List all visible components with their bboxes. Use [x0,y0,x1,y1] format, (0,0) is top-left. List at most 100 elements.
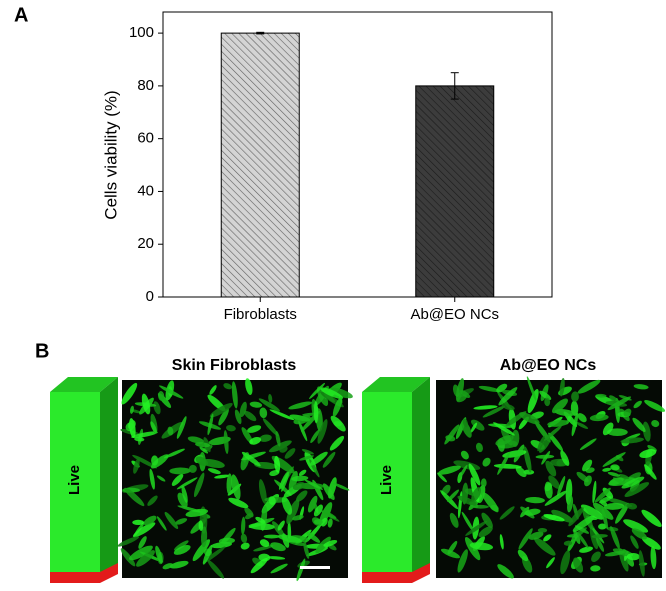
cell [470,422,478,433]
cell [595,393,607,398]
cell [296,558,306,582]
cell [228,497,249,509]
cell [293,415,311,425]
cell [455,378,465,402]
bar-label: Live [66,465,83,495]
cell [241,516,246,535]
cell [468,463,481,486]
cell [328,387,353,399]
cell [644,464,657,480]
cell [255,516,266,524]
cell [209,402,233,418]
cell [254,461,278,470]
cell [498,387,518,406]
cell [248,523,275,531]
cell [552,398,568,414]
cell [592,480,597,504]
cell [277,520,285,531]
cell [292,482,306,491]
cell [281,471,290,492]
cell [594,487,611,503]
bar-side [412,377,430,572]
cell [195,456,208,467]
cell [169,467,191,475]
cell [296,490,308,502]
cell [546,557,555,569]
hatch [221,33,300,297]
cell [132,522,156,538]
cell [234,409,242,425]
cell [576,531,589,549]
bar-top [50,377,118,392]
cell [591,534,608,539]
cell [465,520,488,536]
cell [639,449,657,459]
cell [548,475,560,489]
cell [244,410,257,422]
cell [241,451,261,467]
cell [281,496,293,515]
cell [462,418,468,428]
cell [472,504,489,509]
cell [226,425,236,432]
cell [330,415,346,432]
cell [132,454,158,469]
y-tick-label: 0 [146,288,154,305]
cell [286,499,300,524]
cell [518,528,533,550]
x-tick-label: Fibroblasts [224,306,297,323]
cell [577,413,587,423]
cell [651,420,660,428]
cell [458,464,468,480]
cell [469,542,494,551]
cell [496,383,508,393]
cell [223,430,229,454]
cell [291,475,309,482]
cell [322,483,335,501]
cell [563,540,573,546]
cell [559,378,565,397]
cell [544,490,568,506]
cell [226,473,233,495]
cell [457,549,468,573]
cell [309,451,328,466]
cell [482,492,499,513]
cell [202,546,226,564]
cell [332,482,350,491]
cell [544,481,553,499]
cell [447,489,460,502]
cell [304,479,323,490]
cell [120,548,136,567]
cell [175,518,188,525]
cell [478,385,501,393]
cell [473,405,498,410]
cell [610,464,620,471]
cell [618,473,630,480]
cell [571,412,579,437]
cell [322,451,336,468]
cell [573,530,581,545]
cell [309,382,326,400]
cell [181,485,188,504]
cell [218,537,235,544]
cell [307,495,318,513]
cell [288,470,298,492]
cell [202,544,213,565]
cell [313,519,323,525]
cell [259,407,268,419]
cell [633,400,642,409]
cell [124,487,145,507]
cell [495,435,514,446]
cell [603,502,625,510]
cell [240,542,250,550]
cell [623,519,649,533]
bar-top [362,377,430,392]
cell [132,519,145,526]
cell [244,512,254,520]
cell [449,512,459,528]
cell [130,405,134,414]
cell [624,482,650,498]
plot-frame [162,11,553,298]
image-title: Skin Fibroblasts [172,357,297,374]
cell [209,385,217,395]
